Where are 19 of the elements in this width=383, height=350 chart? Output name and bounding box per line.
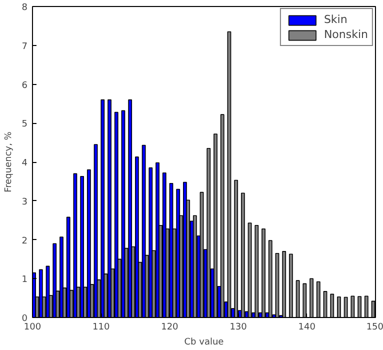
y-tick-label: 4 — [22, 158, 28, 168]
y-tick-label: 1 — [22, 275, 28, 286]
legend-label: Skin — [324, 13, 348, 26]
x-tick-label: 150 — [366, 322, 383, 332]
x-tick-label: 120 — [161, 322, 179, 332]
x-tick-label: 100 — [24, 322, 42, 332]
x-tick-label: 140 — [298, 322, 316, 332]
y-tick-label: 7 — [22, 42, 28, 52]
y-tick-label: 6 — [22, 80, 28, 91]
y-tick-label: 8 — [22, 3, 28, 13]
y-tick-label: 3 — [22, 197, 28, 208]
y-tick-label: 2 — [22, 236, 28, 246]
y-tick-label: 5 — [22, 120, 28, 130]
x-axis-title: Cb value — [184, 338, 224, 348]
x-tick-label: 110 — [92, 322, 110, 332]
legend-label: Nonskin — [324, 28, 368, 41]
y-tick-label: 0 — [22, 314, 28, 324]
x-tick-label: 130 — [230, 322, 248, 332]
y-axis-title: Frequency, % — [4, 131, 14, 192]
